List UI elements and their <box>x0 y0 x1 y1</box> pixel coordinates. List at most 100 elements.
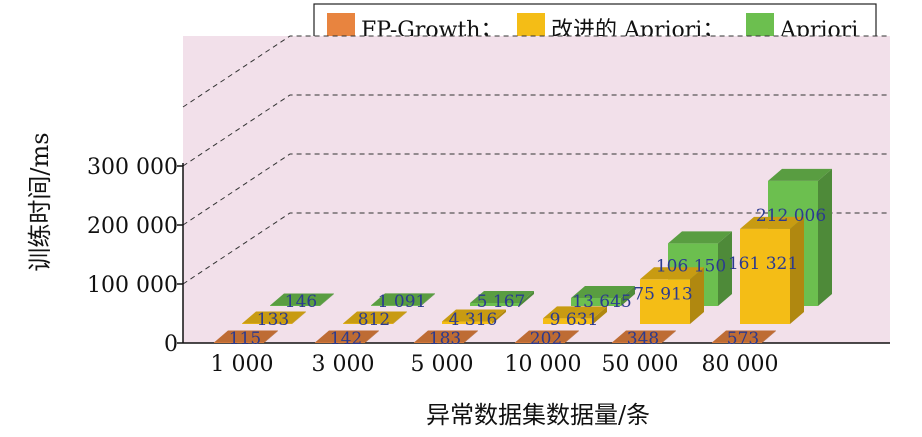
bar-front <box>712 342 762 343</box>
bar <box>470 290 534 306</box>
bar-top <box>470 290 534 303</box>
bar-front <box>442 321 492 324</box>
bar-top <box>414 330 478 343</box>
bar-top <box>515 330 579 343</box>
bar-side <box>292 311 306 324</box>
y-tick-label: 200 000 <box>87 214 178 239</box>
data-label: 115 <box>229 329 261 349</box>
data-labels: 146 1 091 5 167 13 645 106 150 212 006 133 812 4… <box>229 206 826 349</box>
gridline <box>182 35 890 108</box>
data-label: 13 645 <box>572 292 631 312</box>
data-label: 106 150 <box>656 257 726 277</box>
gridline <box>182 212 890 285</box>
data-label: 133 <box>257 310 289 330</box>
bar-top <box>270 293 334 306</box>
bar-side <box>818 168 832 306</box>
bar-side <box>662 330 676 343</box>
bar <box>640 267 704 324</box>
x-tick-label: 5 000 <box>411 352 474 377</box>
bar-side <box>365 330 379 343</box>
bar <box>612 330 676 343</box>
data-label: 812 <box>358 310 390 330</box>
x-axis-title: 异常数据集数据量/条 <box>426 401 650 429</box>
bar-top <box>343 311 407 324</box>
bar-side <box>464 330 478 343</box>
bar-top <box>214 330 278 343</box>
bar-top <box>740 216 804 229</box>
bar-top <box>543 306 607 319</box>
x-tick-label: 50 000 <box>602 352 679 377</box>
bar-front <box>343 323 393 324</box>
bar-front <box>270 305 320 306</box>
bar <box>740 216 804 324</box>
y-axis-title: 训练时间/ms <box>26 132 54 271</box>
bar-front <box>214 342 264 343</box>
gridline <box>182 153 890 226</box>
bar <box>270 293 334 306</box>
data-label: 75 913 <box>633 284 692 304</box>
x-tick-label: 1 000 <box>211 352 274 377</box>
data-label: 348 <box>627 329 659 349</box>
bar-side <box>593 306 607 324</box>
data-label: 212 006 <box>756 206 826 226</box>
bar <box>343 311 407 324</box>
bar-front <box>740 228 790 324</box>
y-tick-label: 0 <box>164 332 178 357</box>
bars <box>214 168 832 343</box>
bar-top <box>768 168 832 181</box>
bar <box>712 330 776 343</box>
bar-front <box>571 297 621 306</box>
data-label: 146 <box>285 292 317 312</box>
bar <box>214 330 278 343</box>
bar-front <box>315 342 365 343</box>
bar <box>315 330 379 343</box>
bar-front <box>612 342 662 343</box>
data-label: 1 091 <box>378 292 427 312</box>
bar-side <box>393 311 407 324</box>
bar <box>242 311 306 324</box>
bar <box>371 293 435 306</box>
y-tick-label: 100 000 <box>87 273 178 298</box>
bar-front <box>543 318 593 324</box>
bar <box>543 306 607 324</box>
bar-side <box>762 330 776 343</box>
bar-side <box>621 285 635 306</box>
bar-side <box>421 293 435 306</box>
bar-top <box>612 330 676 343</box>
data-label: 202 <box>530 329 562 349</box>
bar-front <box>470 302 520 306</box>
bar-top <box>371 293 435 306</box>
bar-top <box>640 267 704 280</box>
bar-side <box>718 231 732 306</box>
bar-front <box>371 305 421 306</box>
bar-side <box>320 293 334 306</box>
y-tick-label: 300 000 <box>87 155 178 180</box>
bar-front <box>242 323 292 324</box>
bar-top <box>315 330 379 343</box>
bar-top <box>668 231 732 244</box>
data-label: 573 <box>727 329 759 349</box>
bar-top <box>712 330 776 343</box>
gridlines <box>182 35 890 285</box>
gridline <box>182 94 890 167</box>
bar-side <box>520 290 534 306</box>
bar-side <box>690 267 704 324</box>
bar <box>442 309 506 324</box>
bar <box>414 330 478 343</box>
data-label: 5 167 <box>477 292 526 312</box>
bar-side <box>264 330 278 343</box>
bar-side <box>492 309 506 324</box>
data-label: 142 <box>330 329 362 349</box>
bar-side <box>790 216 804 324</box>
x-tick-label: 3 000 <box>312 352 375 377</box>
tick-labels: 0 100 000 200 000 300 000 1 000 3 000 5 000 10 … <box>87 155 778 377</box>
data-label: 183 <box>429 329 461 349</box>
data-label: 9 631 <box>550 310 599 330</box>
bar-front <box>640 279 690 324</box>
bar-top <box>242 311 306 324</box>
bar-front <box>414 342 464 343</box>
bar <box>515 330 579 343</box>
x-tick-label: 10 000 <box>505 352 582 377</box>
data-label: 4 316 <box>449 310 498 330</box>
